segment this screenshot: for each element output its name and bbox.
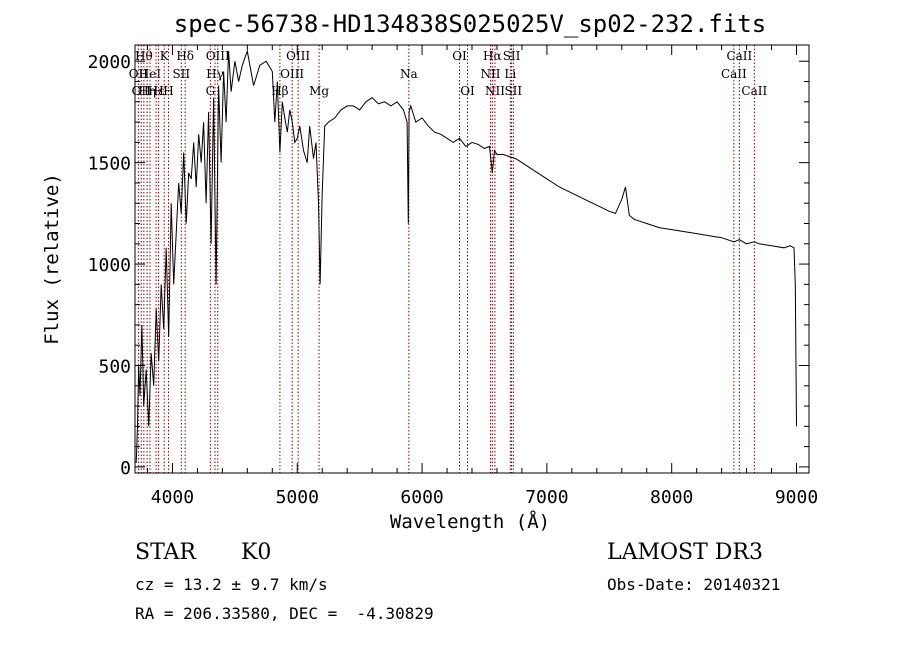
redshift-velocity: cz = 13.2 ± 9.7 km/s xyxy=(135,575,328,594)
line-label-21: NII xyxy=(480,67,500,81)
x-tick-label-3: 7000 xyxy=(525,487,568,508)
line-label-29: CaII xyxy=(741,84,767,98)
x-tick-label-2: 6000 xyxy=(400,487,443,508)
object-class: STAR xyxy=(135,540,196,565)
line-label-18: Na xyxy=(400,67,418,81)
y-tick-label-4: 2000 xyxy=(88,52,131,73)
x-tick-label-0: 4000 xyxy=(151,487,194,508)
object-subclass: K0 xyxy=(241,540,272,565)
x-tick-label-5: 9000 xyxy=(775,487,818,508)
line-label-5: Hε xyxy=(148,84,165,98)
y-tick-label-0: 0 xyxy=(120,458,131,479)
plot-frame xyxy=(134,44,810,474)
y-tick-label-3: 1500 xyxy=(88,154,131,175)
x-tick-label-1: 5000 xyxy=(276,487,319,508)
y-axis-label: Flux (relative) xyxy=(41,173,63,345)
line-label-9: SII xyxy=(172,67,190,81)
line-label-8: H xyxy=(163,84,173,98)
line-label-13: OIII xyxy=(206,49,230,63)
spectral-line-markers: OIIOIIHθHηHeIHεHKHSIIHδGHγOIIIHβOIIIOIII… xyxy=(129,45,767,473)
line-label-11: G xyxy=(206,84,216,98)
line-label-27: CaII xyxy=(721,67,747,81)
y-tick-label-1: 500 xyxy=(98,356,131,377)
line-label-23: NII xyxy=(485,84,505,98)
axis-ticks: 4000 5000 6000 7000 8000 9000 0 500 1000 1500 2000 xyxy=(88,45,818,508)
line-label-1: OII xyxy=(132,84,152,98)
line-label-20: OI xyxy=(460,84,475,98)
survey-name: LAMOST DR3 xyxy=(607,540,763,565)
line-label-10: Hδ xyxy=(176,49,194,63)
line-label-6: H xyxy=(153,84,163,98)
line-label-3: Hη xyxy=(138,84,156,98)
x-axis-label: Wavelength (Å) xyxy=(390,510,550,533)
y-tick-label-2: 1000 xyxy=(88,255,131,276)
line-label-24: Li xyxy=(504,67,516,81)
line-label-16: OIII xyxy=(286,49,310,63)
chart-title: spec-56738-HD134838S025025V_sp02-232.fit… xyxy=(174,10,766,38)
line-label-14: Hβ xyxy=(271,84,288,98)
line-label-19: OI xyxy=(452,49,467,63)
observation-date: Obs-Date: 20140321 xyxy=(607,575,781,594)
line-label-28: CaII xyxy=(726,49,752,63)
coordinates: RA = 206.33580, DEC = -4.30829 xyxy=(135,604,434,623)
line-label-25: SII xyxy=(503,49,521,63)
line-label-2: Hθ xyxy=(135,49,153,63)
line-label-26: SII xyxy=(504,84,522,98)
x-tick-label-4: 8000 xyxy=(650,487,693,508)
line-label-4: HeI xyxy=(139,67,162,81)
line-label-17: Mg xyxy=(309,84,329,98)
line-label-7: K xyxy=(160,49,170,63)
line-label-12: Hγ xyxy=(206,67,224,81)
line-label-15: OIII xyxy=(280,67,304,81)
spectrum-line xyxy=(135,49,797,463)
line-label-22: Hα xyxy=(483,49,502,63)
